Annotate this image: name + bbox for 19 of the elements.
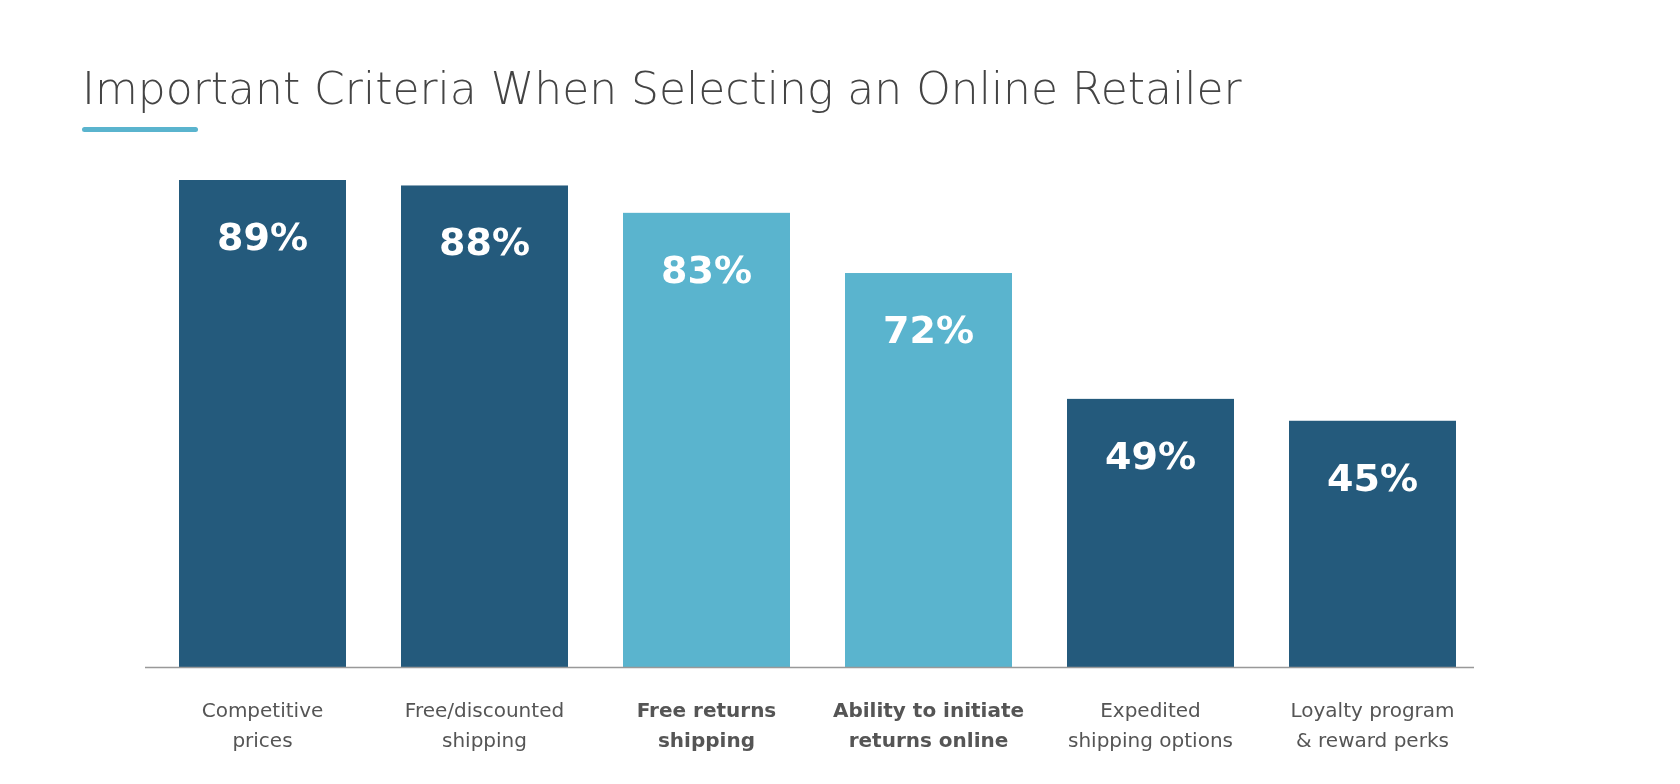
data-label: 88% (439, 220, 530, 265)
data-label: 89% (217, 215, 308, 259)
x-tick-label: Free/discounted shipping (404, 698, 565, 752)
data-label: 72% (883, 308, 974, 353)
bar (1289, 420, 1456, 667)
x-tick-label: Free returns shipping (636, 698, 777, 752)
data-label: 49% (1105, 433, 1196, 478)
bar (179, 180, 346, 667)
data-label: 83% (661, 247, 752, 292)
x-tick-label: Competitive prices (201, 698, 324, 752)
data-label: 45% (1327, 455, 1418, 500)
bar (845, 273, 1012, 667)
bar (1067, 398, 1234, 667)
x-tick-label: Loyalty program & reward perks (1290, 698, 1455, 752)
bar (623, 212, 790, 667)
x-tick-label: Expedited shipping options (1068, 698, 1233, 752)
bar (401, 185, 568, 667)
chart-title: Important Criteria When Selecting an Online Retailer (82, 63, 1243, 114)
x-tick-label: Ability to initiate returns online (832, 698, 1025, 752)
